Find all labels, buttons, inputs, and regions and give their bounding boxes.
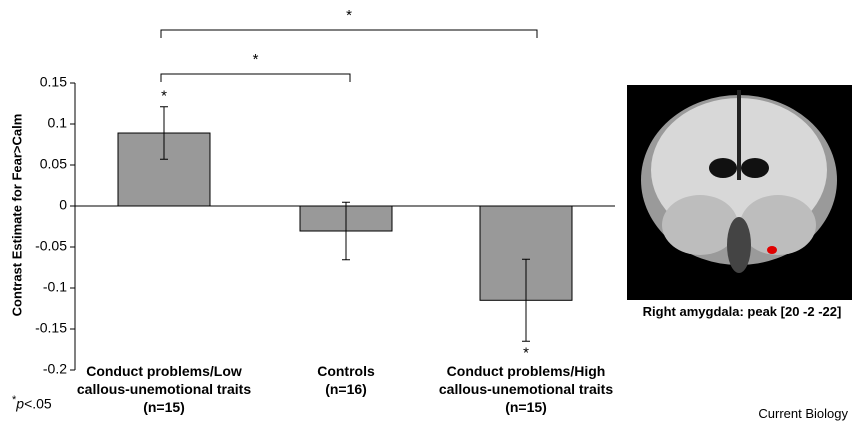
y-tick-label: 0 — [59, 197, 67, 213]
bracket-label: * — [346, 7, 352, 24]
x-tick-label: Conduct problems/Low callous-unemotional… — [74, 362, 254, 416]
y-tick-label: -0.05 — [35, 238, 67, 254]
footnote-text: <.05 — [24, 396, 52, 412]
significance-mark: * — [523, 344, 529, 361]
x-tick-label: Controls (n=16) — [301, 362, 391, 398]
brain-image — [627, 85, 852, 300]
y-tick-label: 0.15 — [40, 74, 67, 90]
figure: Contrast Estimate for Fear>Calm -0.2 -0.1… — [0, 0, 860, 426]
footnote-italic: p — [16, 396, 24, 412]
image-caption: Right amygdala: peak [20 -2 -22] — [612, 304, 860, 319]
bracket-label: * — [253, 51, 259, 68]
y-tick-label: -0.15 — [35, 320, 67, 336]
significance-bracket — [161, 30, 537, 38]
footnote: *p<.05 — [12, 394, 52, 412]
source: Current Biology — [758, 406, 848, 421]
y-tick-label: -0.2 — [43, 361, 67, 377]
significance-mark: * — [161, 88, 167, 105]
y-tick-label: -0.1 — [43, 279, 67, 295]
y-tick-label: 0.05 — [40, 156, 67, 172]
y-tick-label: 0.1 — [48, 115, 68, 131]
y-axis-label: Contrast Estimate for Fear>Calm — [9, 114, 24, 317]
x-tick-label: Conduct problems/High callous-unemotiona… — [436, 362, 616, 416]
significance-bracket — [161, 74, 350, 82]
